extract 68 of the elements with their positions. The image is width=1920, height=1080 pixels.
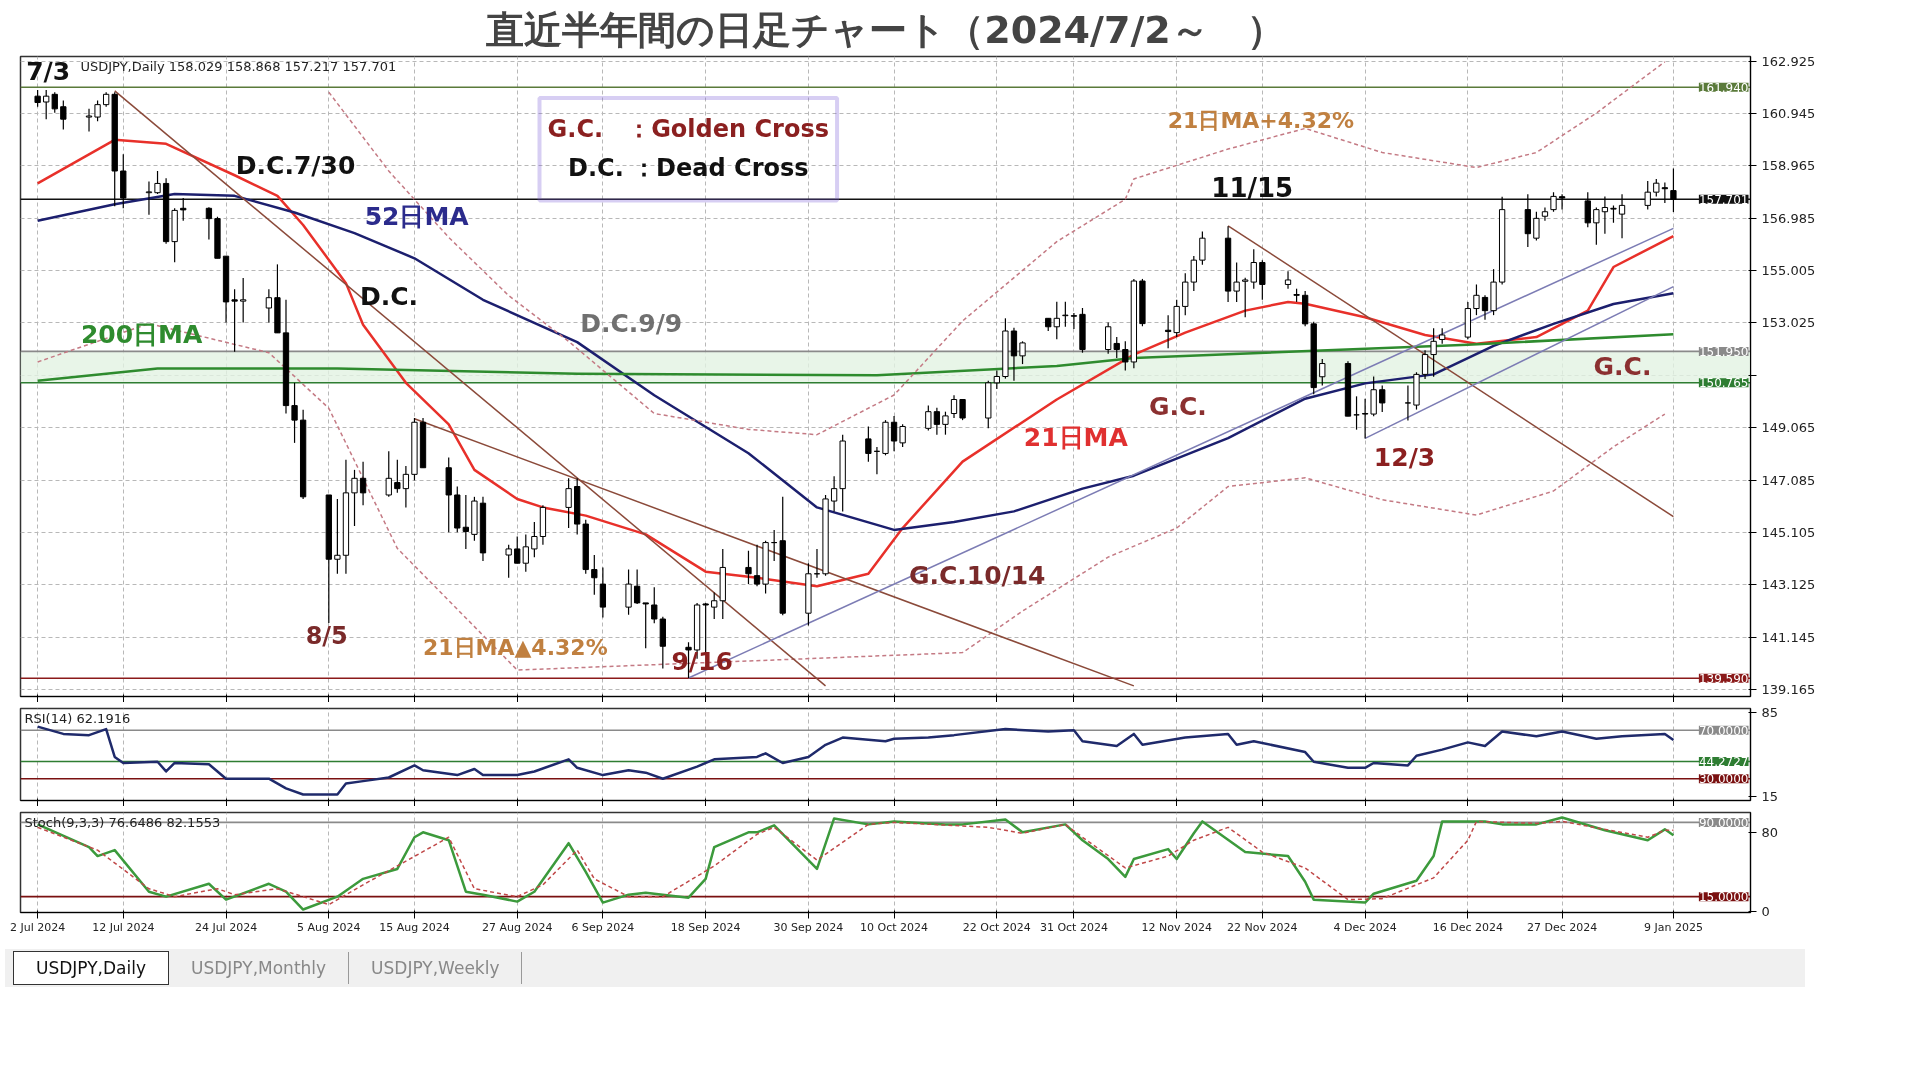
x-tick-label: 4 Dec 2024 (1333, 920, 1397, 934)
annotation: 7/3 (26, 57, 71, 87)
x-tick-label: 10 Oct 2024 (860, 920, 929, 934)
annotation: G.C. ：Golden Cross (547, 115, 829, 144)
annotation: 21日MA▲4.32% (422, 635, 608, 661)
text: USDJPY,Daily (13, 951, 170, 986)
y-tick-label: 0 (1761, 904, 1770, 920)
y-tick-label: 139.165 (1761, 681, 1816, 697)
y-tick-label: 153.025 (1761, 315, 1816, 331)
y-tick-label: 149.065 (1761, 420, 1816, 436)
x-tick-label: 18 Sep 2024 (670, 920, 741, 934)
y-tick-label: 141.145 (1761, 629, 1816, 645)
chart-subtitle: RSI(14) 62.1916 (24, 710, 131, 726)
annotation: 200日MA (80, 320, 203, 350)
annotation: D.C. ：Dead Cross (568, 153, 809, 182)
annotation: G.C. (1148, 392, 1207, 422)
x-tick-label: 30 Sep 2024 (773, 920, 844, 934)
annotation: D.C. (359, 282, 419, 311)
chart-title: 直近半年間の日足チャート（2024/7/2～ ） (485, 7, 1285, 52)
annotation: 21日MA+4.32% (1167, 108, 1355, 133)
x-tick-label: 9 Jan 2025 (1643, 920, 1703, 934)
y-tick-label: 158.965 (1761, 158, 1816, 174)
ref-line-label: 15.0000 (1698, 890, 1749, 905)
y-tick-label: 85 (1761, 704, 1779, 720)
ref-line-label: 70.0000 (1698, 723, 1749, 738)
ref-line-label: 90.0000 (1698, 815, 1749, 830)
ref-line-label: 44.2727 (1698, 754, 1749, 769)
annotation: G.C. (1593, 352, 1652, 382)
x-tick-label: 22 Nov 2024 (1227, 920, 1298, 934)
ref-line-label: 161.940 (1698, 80, 1749, 95)
annotation: D.C.9/9 (580, 308, 683, 338)
ref-line-label: 150.765 (1698, 376, 1749, 391)
y-tick-label: 162.925 (1761, 53, 1816, 69)
x-tick-label: 15 Aug 2024 (379, 920, 450, 934)
x-tick-label: 27 Dec 2024 (1526, 920, 1598, 934)
x-tick-label: 5 Aug 2024 (297, 920, 361, 934)
x-tick-label: 16 Dec 2024 (1432, 920, 1504, 934)
x-tick-label: 12 Nov 2024 (1141, 920, 1212, 934)
x-tick-label: 27 Aug 2024 (482, 920, 553, 934)
annotation: 11/15 (1211, 172, 1294, 203)
annotation: 8/5 (305, 622, 348, 651)
x-tick-label: 24 Jul 2024 (194, 920, 258, 934)
annotation: 12/3 (1373, 442, 1436, 472)
x-tick-label: 22 Oct 2024 (962, 920, 1031, 934)
chart-subtitle: USDJPY,Daily 158.029 158.868 157.217 157.701 (80, 58, 397, 74)
ref-line-label: 151.950 (1698, 344, 1749, 359)
x-tick-label: 12 Jul 2024 (92, 920, 155, 934)
annotation: D.C.7/30 (235, 151, 356, 181)
annotation: 52日MA (364, 202, 470, 231)
annotation: G.C.10/14 (908, 561, 1046, 591)
y-tick-label: 143.125 (1761, 577, 1816, 593)
y-tick-label: 80 (1761, 824, 1779, 840)
y-tick-label: 15 (1761, 789, 1779, 805)
x-tick-label: 6 Sep 2024 (571, 920, 635, 934)
y-tick-label: 147.085 (1761, 472, 1816, 488)
text: USDJPY,Weekly (349, 952, 523, 985)
y-tick-label: 156.985 (1761, 210, 1816, 226)
y-tick-label: 155.005 (1761, 263, 1816, 279)
y-tick-label: 160.945 (1761, 105, 1816, 121)
ref-line-label: 157.701 (1698, 192, 1749, 207)
text: USDJPY,Monthly (169, 952, 350, 985)
annotation: 21日MA (1023, 422, 1129, 452)
ref-line-label: 30.0000 (1698, 772, 1749, 787)
ref-line-label: 139.590 (1698, 671, 1749, 686)
x-tick-label: 31 Oct 2024 (1039, 920, 1108, 934)
chart-subtitle: Stoch(9,3,3) 76.6486 82.1553 (24, 814, 221, 830)
x-tick-label: 2 Jul 2024 (10, 920, 66, 934)
y-tick-label: 145.105 (1761, 524, 1816, 540)
